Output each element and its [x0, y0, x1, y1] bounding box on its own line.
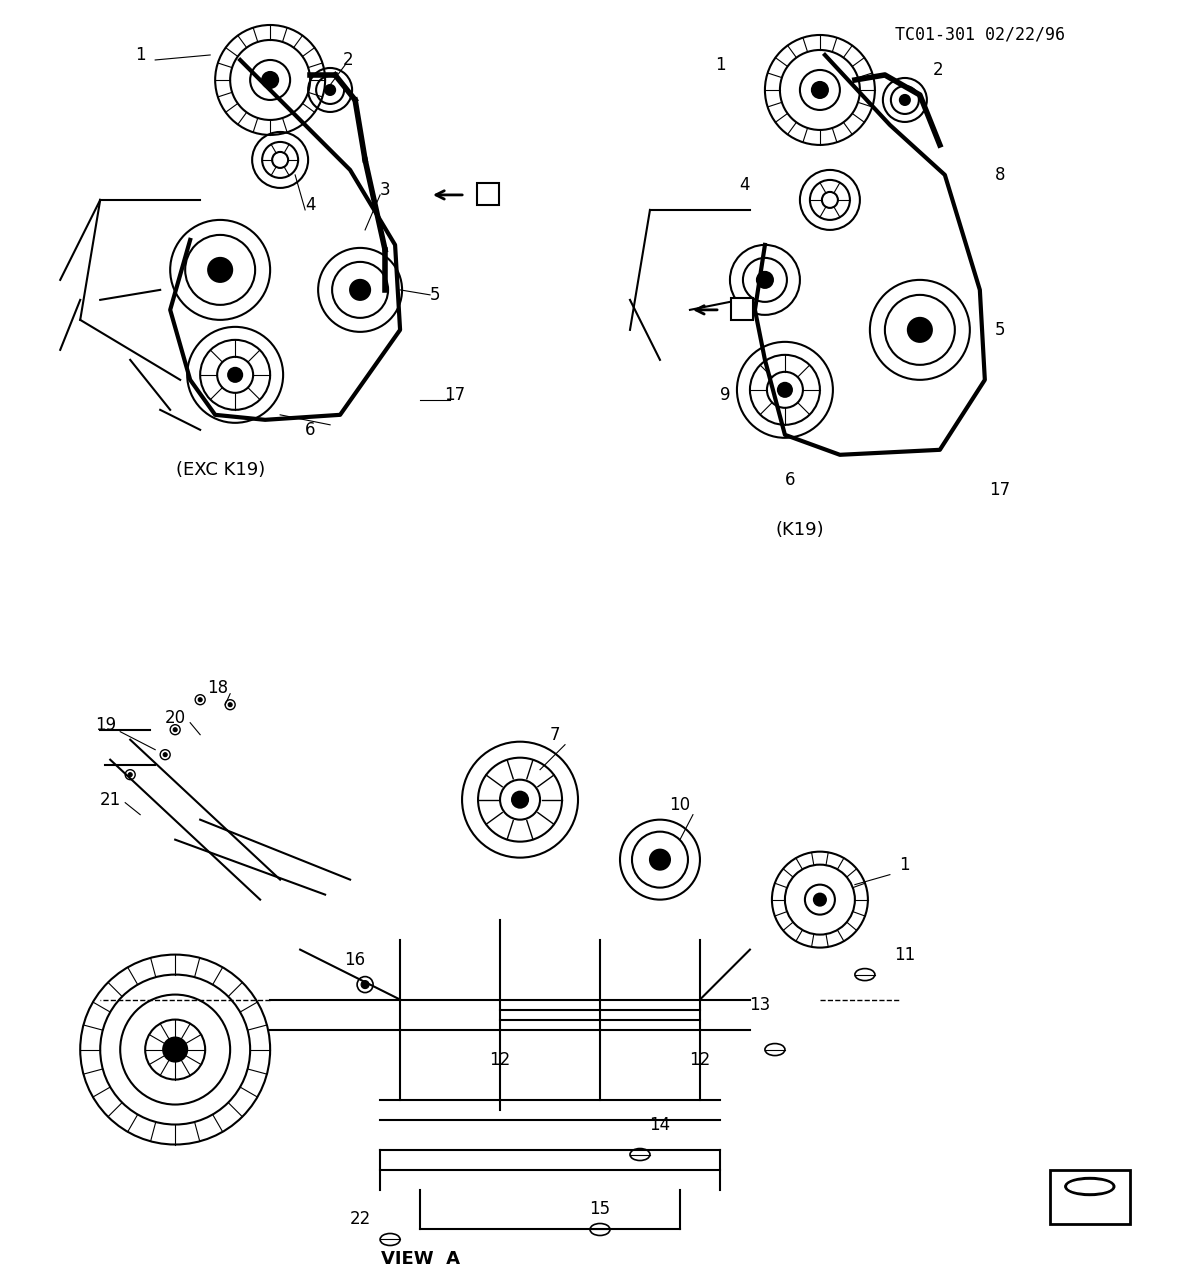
- Text: 8: 8: [995, 167, 1006, 184]
- Circle shape: [355, 285, 365, 295]
- Text: 18: 18: [208, 679, 229, 697]
- Ellipse shape: [1064, 1177, 1115, 1196]
- Circle shape: [173, 728, 178, 732]
- Circle shape: [778, 383, 792, 397]
- Text: (K19): (K19): [775, 521, 824, 539]
- Text: 16: 16: [344, 951, 366, 969]
- Text: VIEW  A: VIEW A: [380, 1251, 460, 1268]
- Circle shape: [208, 258, 232, 282]
- Text: 22: 22: [349, 1210, 371, 1229]
- Circle shape: [812, 81, 828, 98]
- Circle shape: [814, 894, 826, 906]
- Text: 12: 12: [689, 1051, 710, 1069]
- Circle shape: [908, 318, 932, 342]
- Bar: [1050, 1169, 1129, 1224]
- Circle shape: [512, 792, 528, 807]
- Text: A: A: [736, 301, 749, 319]
- Text: (EXC K19): (EXC K19): [175, 461, 265, 479]
- Text: 4: 4: [305, 196, 316, 214]
- Text: 19: 19: [95, 716, 115, 733]
- Circle shape: [128, 773, 132, 777]
- Text: 14: 14: [649, 1116, 671, 1134]
- Bar: [478, 183, 499, 205]
- Circle shape: [198, 698, 202, 702]
- Text: 7: 7: [550, 726, 560, 744]
- Text: 13: 13: [749, 995, 770, 1013]
- Text: 5: 5: [995, 320, 1006, 339]
- Text: 11: 11: [894, 946, 916, 963]
- Text: 4: 4: [739, 175, 750, 194]
- Text: 12: 12: [490, 1051, 511, 1069]
- Text: 1: 1: [900, 855, 910, 873]
- Bar: [731, 297, 752, 320]
- Ellipse shape: [1068, 1181, 1111, 1192]
- Text: 5: 5: [430, 286, 440, 304]
- Circle shape: [361, 981, 370, 989]
- Circle shape: [350, 280, 370, 300]
- Text: gm
spo: gm spo: [1080, 1196, 1099, 1218]
- Circle shape: [262, 72, 278, 88]
- Text: 1: 1: [134, 46, 145, 64]
- Circle shape: [163, 752, 167, 756]
- Circle shape: [650, 849, 670, 869]
- Circle shape: [757, 272, 773, 287]
- Circle shape: [163, 1037, 187, 1061]
- Circle shape: [900, 95, 910, 105]
- Text: 2: 2: [932, 61, 943, 79]
- Text: 21: 21: [100, 791, 121, 808]
- Text: 9: 9: [720, 386, 730, 404]
- Text: 10: 10: [670, 796, 690, 813]
- Text: 17: 17: [989, 480, 1010, 498]
- Text: 2: 2: [343, 51, 354, 69]
- Text: 6: 6: [785, 470, 796, 489]
- Text: 17: 17: [444, 386, 466, 404]
- Text: 1: 1: [715, 56, 725, 74]
- Circle shape: [914, 324, 926, 336]
- Circle shape: [325, 85, 335, 95]
- Text: TC01-301 02/22/96: TC01-301 02/22/96: [895, 25, 1064, 44]
- Text: 15: 15: [589, 1201, 611, 1219]
- Text: 6: 6: [305, 421, 316, 438]
- Circle shape: [655, 854, 665, 864]
- Text: 3: 3: [379, 180, 390, 200]
- Circle shape: [228, 367, 242, 381]
- Text: A: A: [481, 186, 494, 203]
- Circle shape: [228, 703, 232, 707]
- Text: 20: 20: [164, 709, 186, 727]
- Circle shape: [214, 264, 226, 276]
